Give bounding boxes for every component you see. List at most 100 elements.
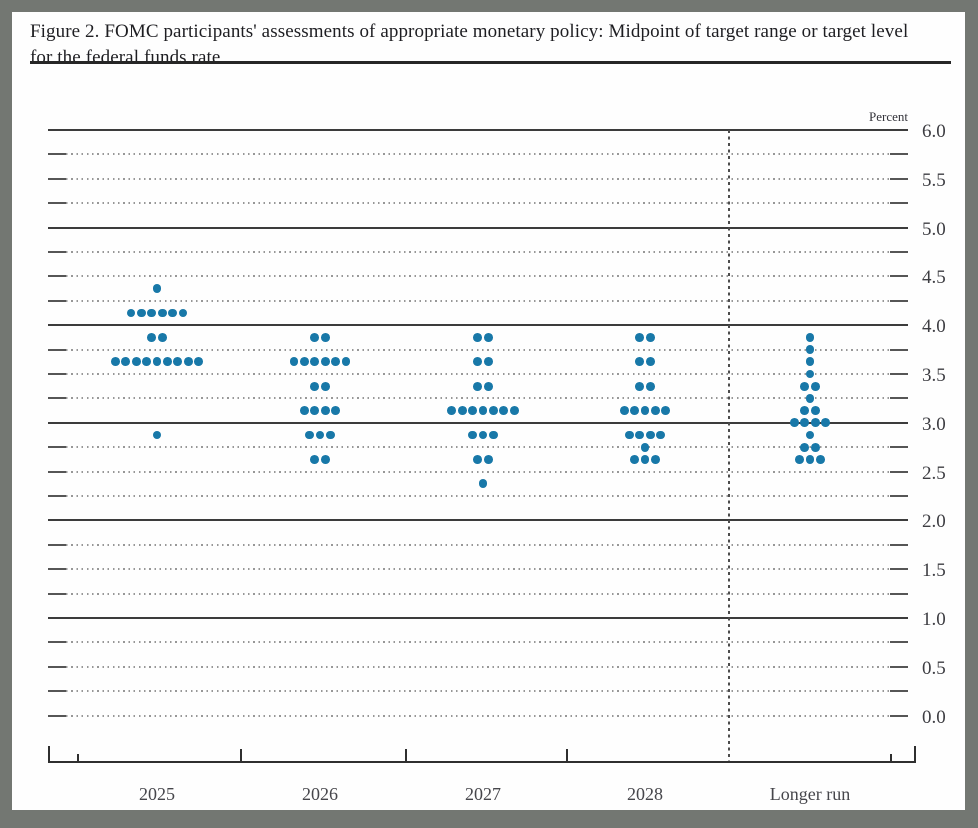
- gridline-endcap-right: [890, 251, 908, 253]
- y-axis-tick-label: 1.5: [922, 560, 946, 582]
- gridline-endcap-right: [890, 592, 908, 595]
- participant-dot: [310, 406, 320, 415]
- y-axis-tick-label: 3.5: [922, 365, 946, 386]
- gridline-dotted: [66, 641, 890, 644]
- participant-dot: [142, 357, 151, 367]
- participant-dot: [790, 418, 799, 428]
- gridline-endcap-left: [48, 690, 66, 693]
- participant-dot: [289, 357, 299, 367]
- category-label: 2028: [627, 784, 663, 804]
- participant-dot: [805, 345, 815, 354]
- participant-dot: [821, 418, 830, 428]
- gridline-endcap-left: [48, 446, 66, 449]
- gridline-endcap-left: [48, 495, 66, 497]
- gridline-dotted: [66, 153, 890, 156]
- category-boundary-tick: [566, 749, 568, 762]
- y-axis-tick-label: 4.5: [922, 267, 946, 289]
- participant-dot: [489, 430, 498, 440]
- gridline-endcap-right: [890, 568, 908, 571]
- participant-dot: [805, 455, 815, 464]
- participant-dot: [483, 357, 493, 367]
- participant-dot: [315, 430, 325, 440]
- gridline-endcap-left: [48, 397, 66, 400]
- participant-dot: [816, 455, 825, 464]
- axis-corner-riser: [48, 746, 50, 762]
- gridline-endcap-right: [890, 299, 908, 302]
- participant-dot: [320, 455, 330, 464]
- participant-dot: [468, 406, 477, 415]
- category-label: 2026: [302, 784, 338, 804]
- axis-corner-riser: [914, 746, 916, 762]
- gridline-endcap-left: [48, 299, 66, 302]
- gridline-endcap-right: [890, 495, 908, 497]
- gridline-dotted: [66, 177, 890, 180]
- participant-dot: [320, 406, 330, 415]
- y-axis-tick-label: 2.0: [922, 511, 946, 533]
- category-label: Longer run: [769, 784, 851, 804]
- participant-dot: [805, 357, 815, 367]
- gridline-endcap-left: [48, 543, 66, 546]
- gridline-dotted: [66, 543, 890, 546]
- participant-dot: [147, 308, 157, 318]
- gridline-endcap-left: [48, 470, 66, 473]
- participant-dot: [300, 357, 309, 367]
- participant-dot: [183, 357, 193, 367]
- participant-dot: [473, 381, 483, 391]
- participant-dot: [320, 381, 330, 391]
- participant-dot: [478, 406, 488, 415]
- participant-dot: [157, 333, 167, 342]
- gridline-endcap-left: [48, 275, 66, 278]
- participant-dot: [473, 455, 483, 464]
- participant-dot: [178, 308, 188, 318]
- participant-dot: [447, 406, 457, 415]
- participant-dot: [645, 430, 655, 440]
- gridline-endcap-left: [48, 714, 66, 717]
- participant-dot: [483, 381, 493, 391]
- participant-dot: [651, 406, 660, 415]
- participant-dot: [331, 357, 340, 367]
- category-boundary-tick: [405, 749, 407, 762]
- gridline-endcap-left: [48, 568, 66, 571]
- participant-dot: [126, 308, 136, 318]
- gridline-dotted: [66, 299, 890, 302]
- participant-dot: [173, 357, 183, 367]
- participant-dot: [640, 442, 650, 452]
- gridline-endcap-left: [48, 153, 66, 156]
- category-label: 2025: [139, 784, 175, 804]
- participant-dot: [121, 357, 131, 367]
- participant-dot: [635, 430, 645, 440]
- participant-dot: [810, 442, 820, 452]
- participant-dot: [635, 333, 645, 342]
- participant-dot: [635, 357, 645, 367]
- gridline-dotted: [66, 251, 890, 253]
- participant-dot: [805, 430, 815, 440]
- gridline-dotted: [66, 397, 890, 400]
- participant-dot: [483, 333, 493, 342]
- gridline-endcap-right: [890, 470, 908, 473]
- participant-dot: [805, 369, 815, 379]
- y-axis-tick-label: 3.0: [922, 413, 946, 435]
- participant-dot: [619, 406, 629, 415]
- participant-dot: [509, 406, 519, 415]
- y-axis-tick-label: 5.0: [922, 218, 946, 240]
- gridline-endcap-left: [48, 251, 66, 253]
- participant-dot: [645, 333, 655, 342]
- participant-dot: [310, 357, 320, 367]
- gridline-endcap-right: [890, 714, 908, 717]
- participant-dot: [310, 455, 320, 464]
- category-label: 2027: [465, 784, 501, 804]
- gridline-endcap-right: [890, 153, 908, 156]
- participant-dot: [810, 406, 820, 415]
- participant-dot: [800, 381, 810, 391]
- participant-dot: [805, 333, 815, 342]
- gridline-endcap-left: [48, 348, 66, 351]
- participant-dot: [478, 479, 488, 489]
- participant-dot: [640, 455, 650, 464]
- gridline-endcap-right: [890, 275, 908, 278]
- y-axis-unit-label: Percent: [869, 109, 908, 124]
- y-axis-tick-label: 5.5: [922, 169, 946, 191]
- participant-dot: [478, 430, 488, 440]
- participant-dot: [163, 357, 172, 367]
- title-rule: [30, 61, 951, 64]
